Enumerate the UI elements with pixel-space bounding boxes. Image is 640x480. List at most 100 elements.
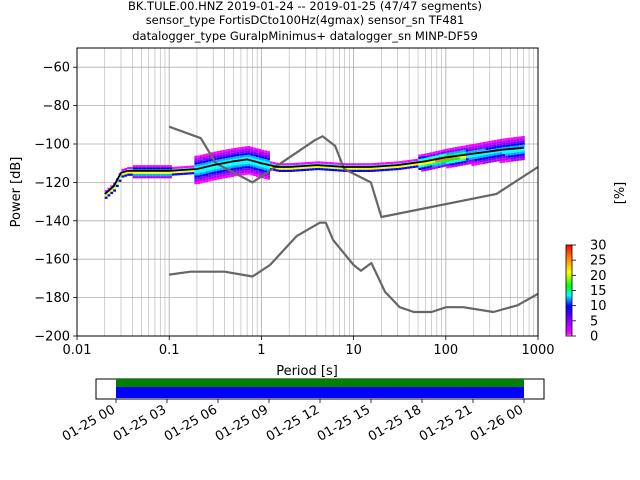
histogram-cell (261, 176, 265, 179)
histogram-cell (516, 149, 520, 153)
histogram-cell (166, 165, 170, 168)
histogram-cell (477, 158, 480, 161)
histogram-cell (174, 173, 178, 176)
histogram-cell (432, 151, 436, 154)
histogram-cell (502, 142, 506, 146)
timeline-tick-label: 01-25 15 (315, 402, 373, 444)
histogram-cell (423, 168, 427, 172)
histogram-cell (241, 159, 245, 163)
histogram-cell (499, 145, 503, 148)
histogram-cell (468, 151, 472, 154)
histogram-cell (418, 158, 422, 162)
histogram-cell (390, 161, 394, 164)
histogram-cell (471, 148, 475, 151)
histogram-cell (519, 140, 522, 143)
histogram-cell (493, 153, 497, 156)
histogram-cell (225, 158, 228, 161)
histogram-cell (510, 139, 514, 142)
histogram-cell (471, 154, 475, 158)
histogram-cell (477, 149, 480, 152)
histogram-cell (295, 167, 298, 170)
histogram-cell (208, 159, 212, 162)
histogram-cell (247, 163, 251, 166)
histogram-cell (211, 176, 214, 179)
histogram-cell (255, 148, 259, 151)
histogram-cell (474, 145, 478, 148)
histogram-cell (253, 162, 256, 166)
histogram-cell (435, 151, 438, 154)
histogram-cell (236, 167, 240, 170)
histogram-cell (449, 154, 452, 157)
histogram-cell (362, 167, 366, 170)
histogram-cell (479, 160, 483, 163)
histogram-cell (233, 167, 237, 170)
histogram-cell (376, 167, 380, 170)
histogram-cell (230, 163, 234, 166)
histogram-cell (213, 177, 217, 181)
histogram-cell (521, 153, 525, 156)
histogram-cell (194, 166, 198, 169)
histogram-cell (479, 153, 483, 156)
histogram-cell (255, 150, 259, 153)
histogram-cell (258, 168, 262, 172)
histogram-cell (219, 154, 223, 158)
histogram-cell (213, 169, 217, 172)
histogram-cell (295, 162, 298, 165)
histogram-cell (157, 176, 161, 179)
histogram-cell (264, 159, 268, 162)
histogram-cell (247, 168, 251, 171)
histogram-cell (225, 169, 228, 172)
histogram-cell (199, 154, 203, 158)
histogram-cell (451, 156, 455, 159)
histogram-cell (208, 177, 212, 180)
histogram-cell (311, 161, 315, 164)
histogram-cell (211, 178, 214, 181)
histogram-cell (258, 155, 262, 158)
histogram-cell (197, 181, 200, 185)
histogram-cell (247, 161, 251, 164)
histogram-cell (460, 152, 464, 155)
histogram-cell (465, 151, 469, 154)
histogram-cell (365, 163, 368, 166)
histogram-cell (110, 191, 114, 195)
histogram-cell (457, 157, 461, 160)
histogram-cell (227, 159, 231, 163)
histogram-cell (233, 152, 237, 155)
histogram-cell (303, 162, 307, 165)
histogram-cell (505, 151, 508, 154)
histogram-cell (404, 166, 408, 170)
histogram-cell (118, 175, 122, 178)
histogram-cell (289, 169, 293, 172)
histogram-cell (474, 161, 478, 164)
histogram-cell (241, 157, 245, 160)
histogram-cell (311, 168, 315, 171)
histogram-cell (115, 184, 119, 188)
histogram-cell (219, 168, 223, 171)
colorbar-tick-label: 25 (590, 254, 607, 269)
histogram-cell (502, 138, 506, 141)
histogram-cell (233, 163, 237, 166)
histogram-cell (505, 142, 508, 145)
histogram-cell (241, 146, 245, 149)
histogram-cell (163, 165, 167, 168)
histogram-cell (104, 194, 108, 197)
histogram-cell (496, 150, 500, 153)
histogram-cell (507, 150, 511, 154)
histogram-cell (141, 165, 144, 168)
histogram-cell (376, 169, 380, 172)
histogram-cell (208, 172, 212, 175)
histogram-cell (521, 144, 525, 147)
histogram-cell (426, 157, 430, 160)
histogram-cell (213, 175, 217, 178)
histogram-cell (325, 161, 329, 165)
histogram-cell (227, 175, 231, 178)
histogram-cell (230, 161, 234, 164)
histogram-cell (446, 152, 450, 156)
histogram-cell (516, 143, 520, 146)
histogram-cell (415, 165, 419, 168)
histogram-cell (306, 168, 310, 171)
histogram-cell (225, 151, 228, 154)
histogram-cell (460, 145, 464, 149)
histogram-cell (216, 153, 220, 156)
